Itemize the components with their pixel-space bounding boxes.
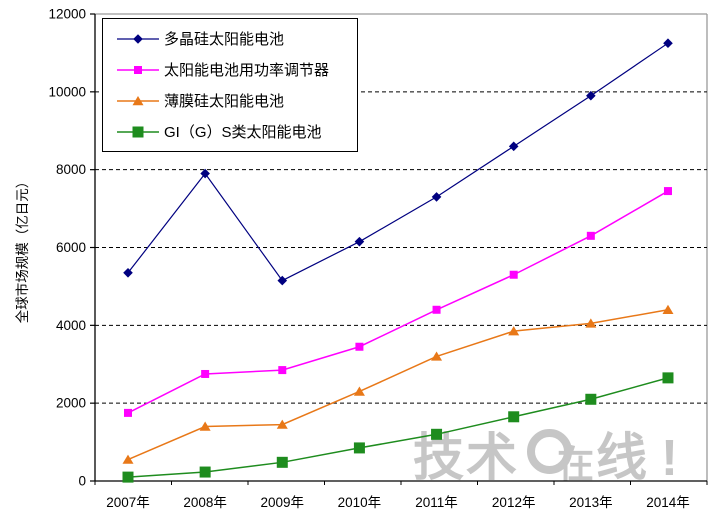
- x-tick-label: 2011年: [415, 495, 458, 510]
- y-tick-label: 6000: [56, 240, 86, 255]
- y-tick-label: 10000: [48, 84, 86, 99]
- y-tick-label: 12000: [48, 7, 86, 22]
- legend-label: 太阳能电池用功率调节器: [164, 62, 330, 79]
- data-point-diamond: [354, 236, 365, 247]
- series-0: [123, 38, 673, 286]
- x-tick-label: 2009年: [261, 495, 305, 510]
- data-point-diamond: [431, 192, 442, 202]
- data-point-diamond: [200, 168, 210, 179]
- legend-label: 薄膜硅太阳能电池: [164, 93, 285, 110]
- data-point-triangle: [662, 304, 674, 314]
- data-point-triangle: [431, 351, 443, 361]
- data-point-diamond: [663, 38, 673, 48]
- legend-item-3: GI（G）S类太阳能电池: [115, 121, 353, 142]
- data-point-diamond: [508, 141, 519, 152]
- data-point-diamond: [586, 90, 596, 101]
- series-1: [124, 187, 672, 417]
- data-point-triangle: [353, 386, 365, 396]
- data-point-square: [509, 270, 518, 279]
- x-tick-label: 2012年: [492, 495, 536, 510]
- data-point-diamond: [133, 33, 143, 44]
- legend-marker-icon: [117, 95, 159, 105]
- watermark: 技术在线!: [413, 429, 680, 483]
- data-point-diamond: [123, 267, 133, 278]
- legend-item-1: 太阳能电池用功率调节器: [115, 59, 353, 80]
- data-point-square: [353, 442, 365, 454]
- data-point-square: [122, 471, 134, 483]
- legend-item-2: 薄膜硅太阳能电池: [115, 90, 353, 111]
- data-point-square: [201, 369, 210, 378]
- data-point-square: [662, 372, 674, 384]
- data-point-square: [508, 411, 520, 423]
- data-point-square: [278, 366, 287, 375]
- data-point-square: [585, 393, 597, 405]
- data-point-square: [586, 231, 595, 240]
- series-line: [127, 42, 669, 282]
- chart-legend: 多晶硅太阳能电池太阳能电池用功率调节器 薄膜硅太阳能电池 GI（G）S类太阳能电池: [102, 18, 358, 152]
- legend-label: 多晶硅太阳能电池: [164, 31, 285, 48]
- watermark-text-suffix: 线: [596, 429, 650, 486]
- watermark-text-prefix: 技术: [413, 429, 520, 486]
- data-point-triangle: [132, 95, 144, 105]
- legend-label: GI（G）S类太阳能电池: [164, 124, 322, 141]
- x-tick-label: 2008年: [183, 495, 227, 510]
- x-tick-label: 2010年: [338, 495, 382, 510]
- x-tick-label: 2014年: [646, 495, 690, 510]
- y-tick-label: 4000: [56, 318, 86, 333]
- watermark-circled-char: 在: [557, 444, 597, 485]
- data-point-triangle: [585, 318, 597, 328]
- data-point-square: [431, 428, 443, 440]
- data-point-square: [132, 126, 144, 137]
- x-tick-label: 2013年: [569, 495, 613, 510]
- data-point-square: [199, 466, 211, 478]
- data-point-square: [124, 408, 132, 417]
- y-axis-ticks: 0 2000 4000 6000 8000 10000 12000: [48, 7, 95, 489]
- x-axis-ticks: 2007年 2008年 2009年 2010年 2011年 2012年 2013年 2014年: [94, 481, 708, 510]
- series-3: [122, 372, 674, 483]
- x-tick-label: 2007年: [106, 495, 150, 510]
- data-point-triangle: [508, 326, 520, 336]
- data-point-square: [355, 342, 364, 351]
- y-tick-label: 8000: [56, 162, 86, 177]
- legend-item-0: 多晶硅太阳能电池: [115, 28, 353, 49]
- data-point-square: [663, 187, 672, 196]
- series-2: [122, 304, 674, 464]
- legend-marker-icon: [117, 65, 159, 74]
- data-point-square: [432, 305, 441, 314]
- series-line: [127, 190, 669, 414]
- data-point-square: [276, 456, 288, 468]
- y-tick-label: 2000: [56, 396, 86, 411]
- legend-marker-icon: [117, 33, 159, 44]
- data-point-diamond: [277, 275, 288, 286]
- data-point-triangle: [276, 419, 288, 429]
- series-line: [127, 309, 669, 461]
- y-tick-label: 0: [78, 474, 86, 489]
- data-point-triangle: [199, 421, 211, 431]
- legend-marker-icon: [117, 126, 159, 137]
- watermark-exclamation: !: [661, 429, 681, 486]
- data-point-triangle: [122, 454, 134, 464]
- y-axis-title: 全球市场规模（亿日元）: [15, 174, 30, 324]
- watermark-circle-icon: [527, 429, 573, 474]
- series-line: [127, 377, 669, 478]
- data-point-square: [134, 65, 142, 74]
